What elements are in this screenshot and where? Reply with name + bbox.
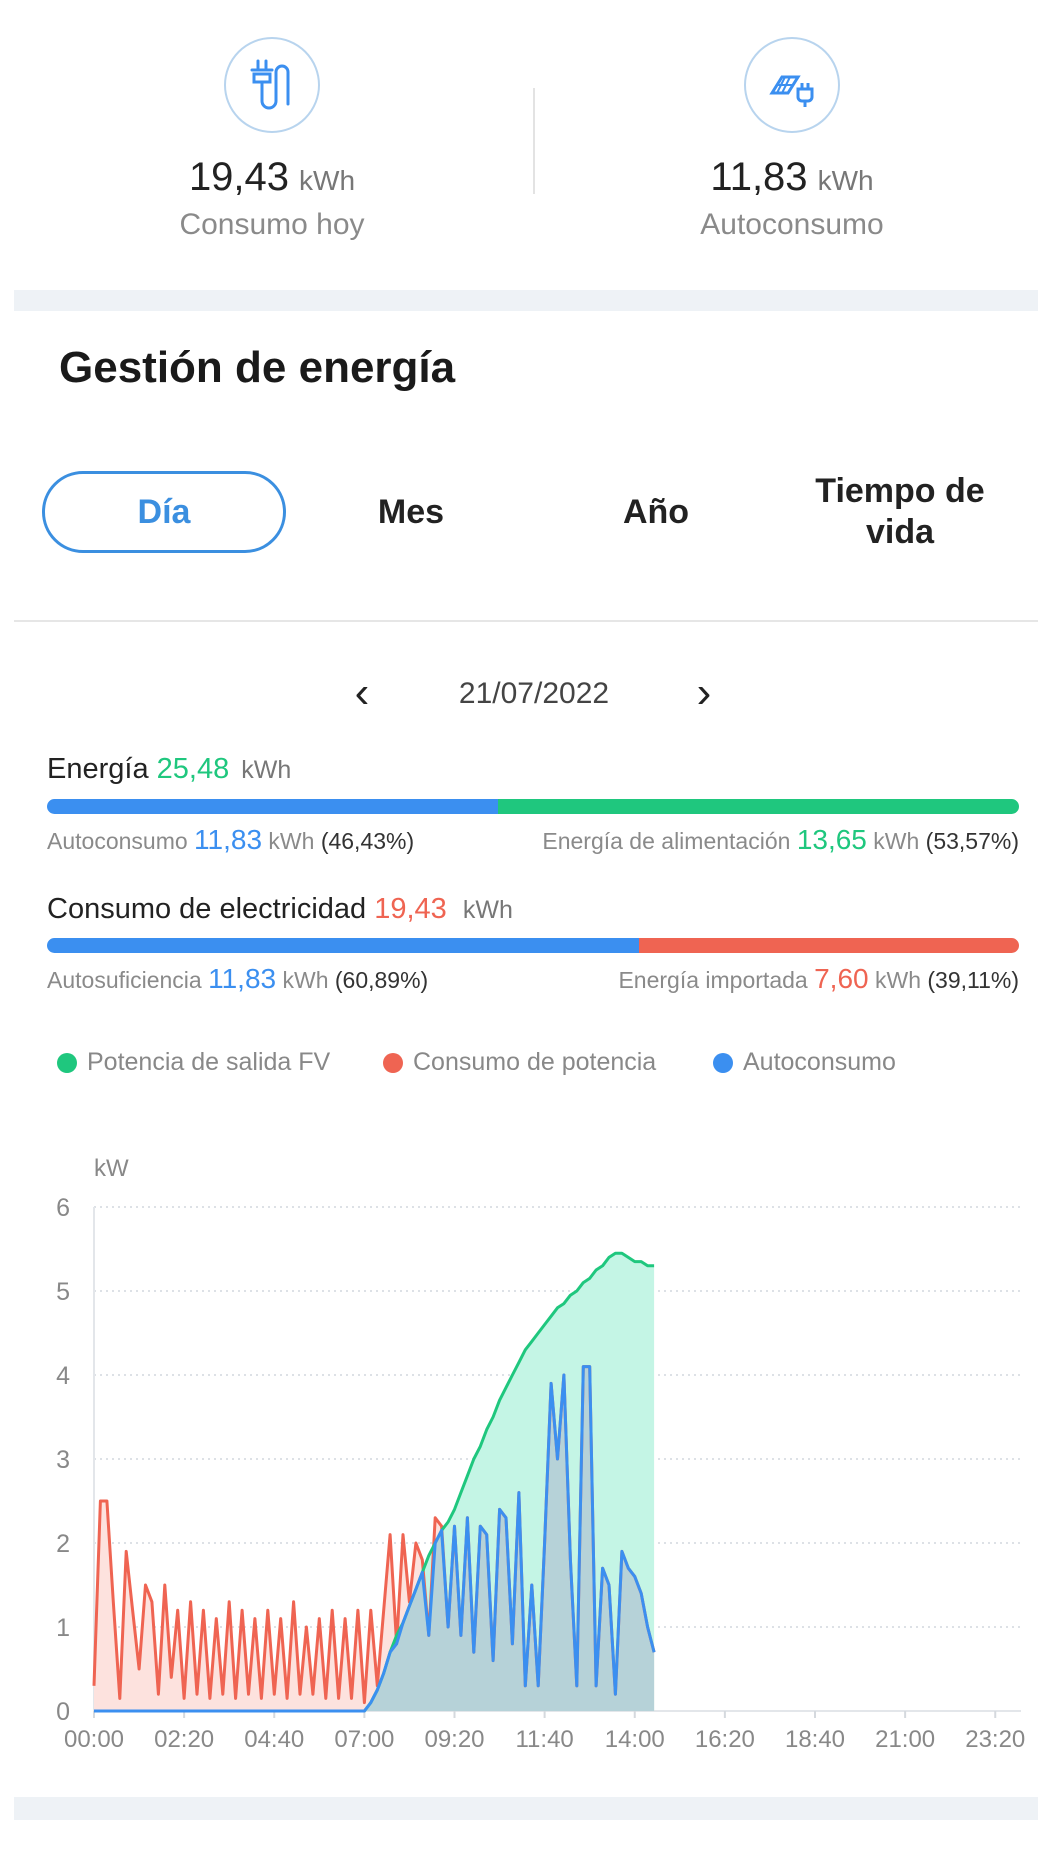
energy-unit: kWh	[241, 756, 292, 784]
consumption-value: 19,43	[188, 155, 290, 199]
y-tick-label: 2	[56, 1530, 70, 1558]
x-tick-label: 02:20	[154, 1726, 214, 1753]
legend-dot-blue	[713, 1052, 733, 1073]
y-tick-label: 5	[56, 1278, 70, 1306]
x-tick-label: 18:40	[785, 1726, 845, 1753]
next-date-button[interactable]: ›	[696, 668, 712, 717]
legend-item-consumption[interactable]: Consumo de potencia	[383, 1048, 656, 1077]
energy-feed-in-detail: Energía de alimentación 13,65 kWh (53,57…	[542, 824, 1019, 856]
y-tick-label: 6	[56, 1194, 70, 1222]
value: 11,83	[194, 824, 263, 855]
plug-icon	[250, 59, 290, 110]
energy-bar-feed-in	[498, 799, 1019, 814]
x-tick-label: 11:40	[515, 1726, 573, 1753]
electricity-bar	[47, 938, 1019, 953]
electricity-summary: Consumo de electricidad 19,43 kWh	[47, 893, 513, 926]
consumption-label: Consumo hoy	[179, 208, 365, 241]
energy-self-consumption-detail: Autoconsumo 11,83 kWh (46,43%)	[47, 824, 414, 856]
energy-bar	[47, 799, 1019, 814]
unit: kWh	[282, 967, 329, 993]
plug-icon-badge	[224, 37, 320, 133]
energy-label: Energía	[47, 753, 149, 785]
legend-label: Autoconsumo	[743, 1048, 896, 1076]
consumption-today-stat: 19,43 kWh Consumo hoy	[62, 155, 482, 242]
legend-label: Potencia de salida FV	[87, 1048, 331, 1076]
x-tick-label: 21:00	[875, 1726, 935, 1753]
tab-year[interactable]: Año	[622, 492, 690, 531]
self-sufficiency-detail: Autosuficiencia 11,83 kWh (60,89%)	[47, 963, 428, 995]
self-consumption-line	[94, 1365, 656, 1713]
energy-bar-self-consumption	[47, 799, 499, 814]
tab-lifetime[interactable]: Tiempo de vida	[815, 472, 985, 551]
electricity-bar-imported	[638, 938, 1019, 953]
solar-panel-plug-icon	[769, 75, 814, 107]
electricity-unit: kWh	[462, 896, 513, 924]
x-tick-label: 04:40	[244, 1726, 304, 1753]
x-tick-label: 09:20	[424, 1726, 484, 1753]
unit: kWh	[268, 828, 315, 854]
date-label[interactable]: 21/07/2022	[458, 677, 610, 710]
value: 13,65	[796, 824, 867, 855]
legend-item-self-consumption[interactable]: Autoconsumo	[713, 1048, 896, 1077]
summary-divider	[533, 88, 535, 194]
consumption-unit: kWh	[299, 165, 356, 196]
y-tick-label: 4	[56, 1362, 70, 1390]
label: Autoconsumo	[47, 828, 188, 854]
label: Energía de alimentación	[542, 828, 791, 854]
legend-dot-green	[57, 1052, 77, 1073]
x-tick-label: 23:20	[965, 1726, 1025, 1753]
energy-value: 25,48	[156, 753, 230, 785]
x-tick-label: 07:00	[334, 1726, 394, 1753]
tab-month[interactable]: Mes	[377, 492, 445, 531]
tab-day[interactable]: Día	[42, 471, 286, 553]
power-chart: kW 0 1 2 3 4 5 6 00:00 02:20 04:40 07:00 09:20 11:40 1…	[56, 1155, 1025, 1753]
imported-energy-detail: Energía importada 7,60 kWh (39,11%)	[618, 963, 1019, 995]
section-separator	[14, 290, 1038, 311]
electricity-bar-self-sufficiency	[47, 938, 639, 953]
percent: (39,11%)	[927, 967, 1019, 993]
percent: (60,89%)	[334, 967, 429, 993]
percent: (53,57%)	[925, 828, 1019, 854]
self-consumption-label: Autoconsumo	[700, 208, 884, 241]
self-consumption-value: 11,83	[710, 155, 808, 199]
electricity-value: 19,43	[374, 893, 447, 925]
energy-summary: Energía 25,48 kWh	[47, 753, 291, 786]
tabs-divider	[14, 620, 1038, 622]
y-tick-label: 3	[56, 1446, 70, 1474]
y-tick-label: 0	[56, 1698, 70, 1726]
label: Energía importada	[618, 967, 808, 993]
unit: kWh	[873, 828, 920, 854]
x-tick-label: 16:20	[695, 1726, 755, 1753]
legend-item-pv-output[interactable]: Potencia de salida FV	[57, 1048, 330, 1077]
self-consumption-stat: 11,83 kWh Autoconsumo	[582, 155, 1002, 242]
unit: kWh	[874, 967, 921, 993]
bottom-separator	[14, 1797, 1038, 1820]
legend-label: Consumo de potencia	[413, 1048, 657, 1076]
x-tick-label: 14:00	[605, 1726, 665, 1753]
value: 11,83	[208, 963, 277, 994]
section-title: Gestión de energía	[59, 343, 456, 392]
prev-date-button[interactable]: ‹	[354, 668, 370, 717]
percent: (46,43%)	[320, 828, 415, 854]
y-tick-label: 1	[56, 1614, 70, 1642]
label: Autosuficiencia	[47, 967, 202, 993]
x-tick-label: 00:00	[64, 1726, 124, 1753]
electricity-label: Consumo de electricidad	[47, 893, 367, 925]
value: 7,60	[814, 963, 869, 994]
legend-dot-red	[383, 1052, 403, 1073]
solar-panel-icon-badge	[744, 37, 840, 133]
self-consumption-unit: kWh	[817, 165, 874, 196]
y-axis-label: kW	[94, 1155, 129, 1182]
